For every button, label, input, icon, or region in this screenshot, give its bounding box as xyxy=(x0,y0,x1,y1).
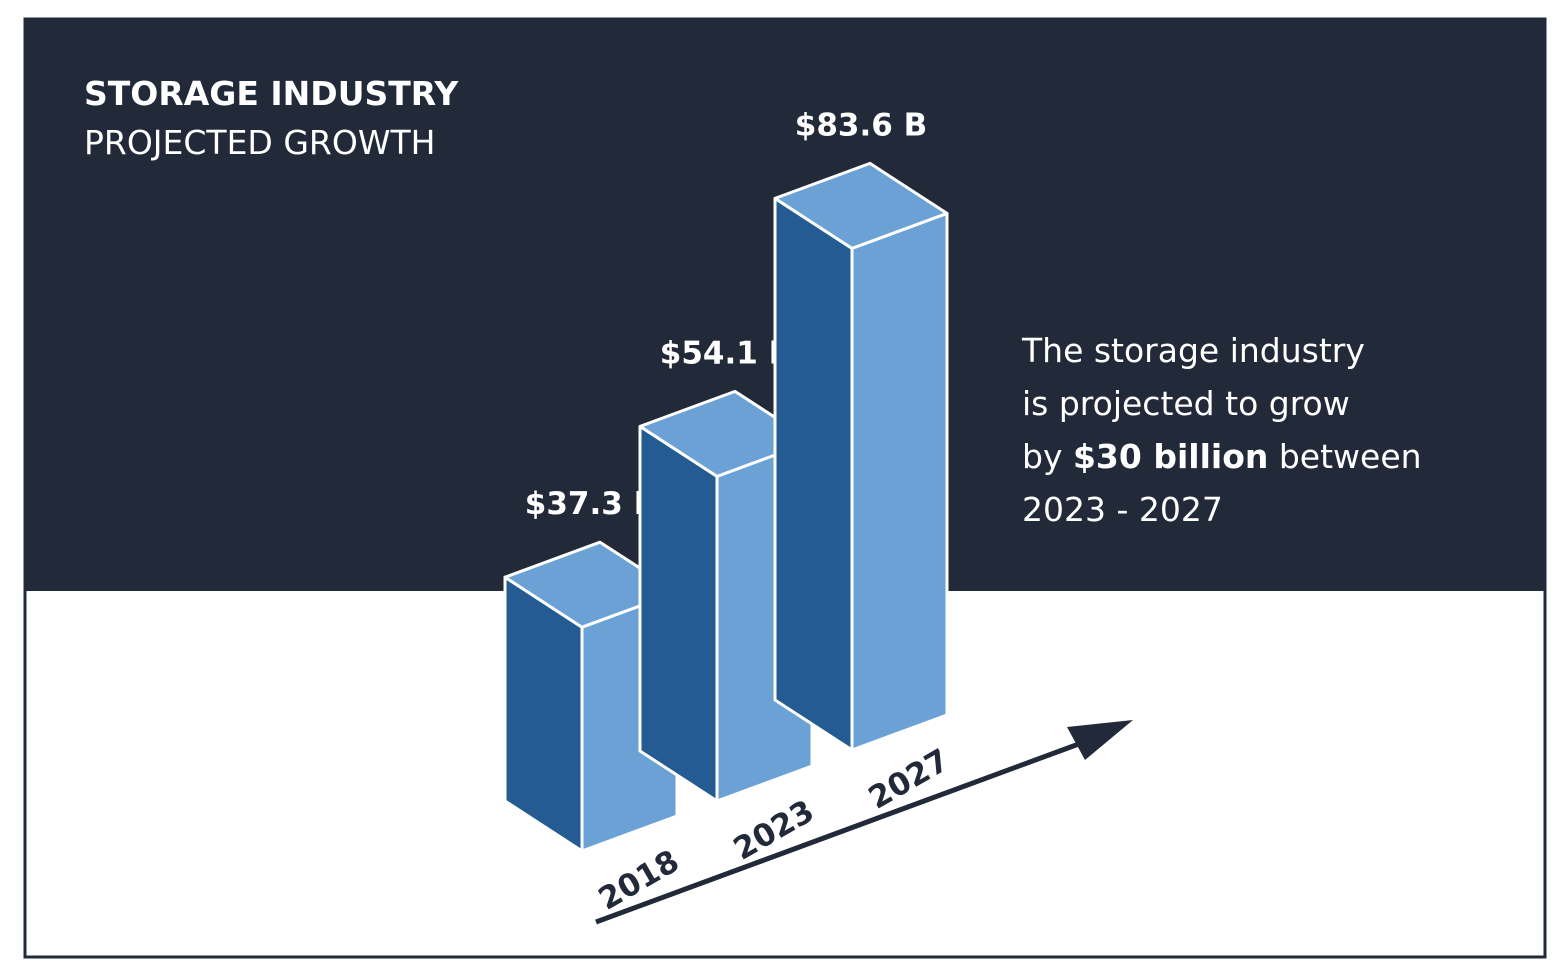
chart-subtitle: PROJECTED GROWTH xyxy=(84,123,435,162)
description-line-3-pre: by xyxy=(1022,437,1073,476)
bar-side-face xyxy=(638,424,719,803)
bar-side-face xyxy=(773,196,854,752)
bar-top-face xyxy=(773,161,949,250)
description-line-3: by $30 billion between xyxy=(1022,437,1422,476)
value-label-2018: $37.3 B xyxy=(525,486,657,522)
bar-2027 xyxy=(773,161,949,752)
description-line-4: 2023 - 2027 xyxy=(1022,490,1223,529)
chart-title: STORAGE INDUSTRY xyxy=(84,74,459,113)
description-line-2: is projected to grow xyxy=(1022,384,1350,423)
value-label-2027: $83.6 B xyxy=(795,107,927,143)
description-line-1: The storage industry xyxy=(1021,331,1365,370)
description-line-3-post: between xyxy=(1268,437,1421,476)
value-label-2023: $54.1 B xyxy=(660,335,792,371)
description-highlight: $30 billion xyxy=(1073,437,1268,476)
bar-front-face xyxy=(850,211,949,752)
axis-arrow xyxy=(595,720,1133,925)
